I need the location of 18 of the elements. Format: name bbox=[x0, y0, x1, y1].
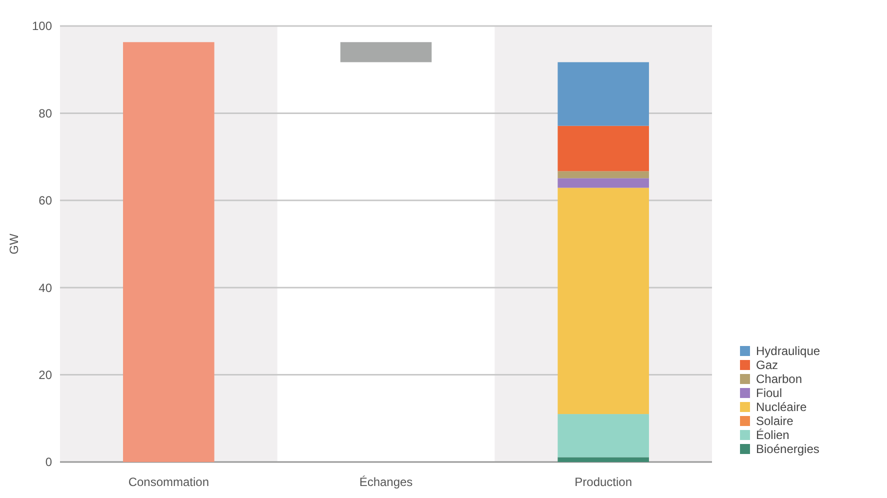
y-axis-title: GW bbox=[7, 233, 21, 254]
legend-label: Solaire bbox=[756, 414, 794, 428]
legend-label: Éolien bbox=[756, 428, 790, 442]
y-tick-label: 40 bbox=[38, 280, 52, 295]
y-tick-label: 80 bbox=[38, 106, 52, 120]
legend-label: Charbon bbox=[756, 372, 802, 386]
legend-label: Gaz bbox=[756, 358, 778, 372]
x-tick-label: Consommation bbox=[128, 475, 210, 489]
y-tick-label: 20 bbox=[38, 368, 52, 382]
legend-label: Hydraulique bbox=[756, 344, 820, 358]
legend-label: Bioénergies bbox=[756, 442, 820, 456]
y-tick-label: 0 bbox=[45, 455, 52, 470]
y-tick-label: 100 bbox=[32, 19, 52, 34]
y-tick-label: 60 bbox=[38, 194, 52, 208]
legend-label: Fioul bbox=[756, 386, 782, 400]
x-tick-label: Échanges bbox=[359, 475, 413, 489]
legend-label: Nucléaire bbox=[756, 400, 808, 414]
x-tick-label: Production bbox=[574, 475, 632, 489]
